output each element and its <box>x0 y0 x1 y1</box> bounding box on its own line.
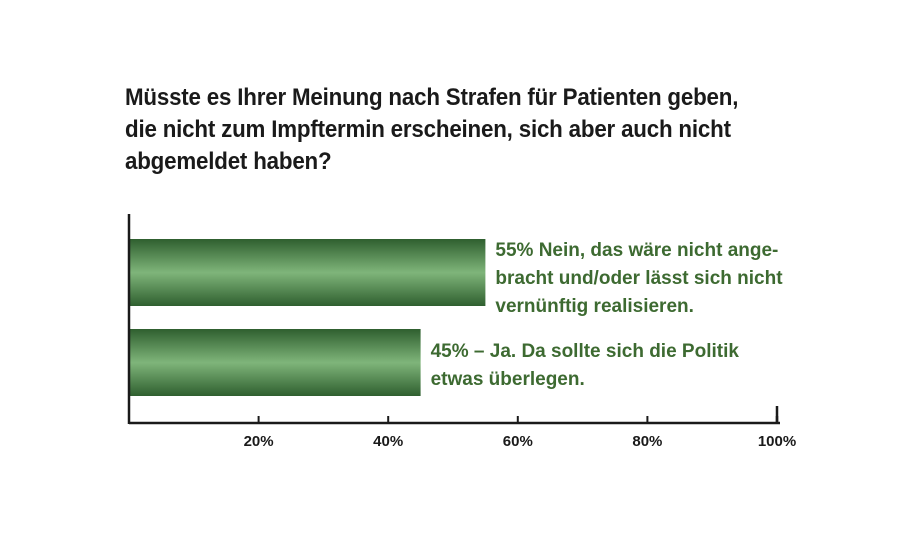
x-tick-label-80: 80% <box>632 433 662 450</box>
bars-group <box>129 239 486 396</box>
x-tick-label-40: 40% <box>373 433 403 450</box>
bar-2-label-line-2: etwas überlegen. <box>431 369 585 390</box>
bar-1-label-line-1: 55% Nein, das wäre nicht ange- <box>495 240 778 261</box>
x-tick-label-60: 60% <box>503 433 533 450</box>
x-tick-label-20: 20% <box>244 433 274 450</box>
x-tick-label-100: 100% <box>758 433 796 450</box>
bar-1 <box>129 239 486 306</box>
x-ticks-group: 20% 40% 60% 80% 100% <box>244 406 796 450</box>
bar-labels-group: 55% Nein, das wäre nicht ange-bracht und… <box>431 240 784 390</box>
bar-1-label-line-2: bracht und/oder lässt sich nicht <box>495 268 783 289</box>
bar-1-label-line-3: vernünftig realisieren. <box>495 296 694 317</box>
chart-title: Müsste es Ihrer Meinung nach Strafen für… <box>125 84 739 175</box>
bar-2 <box>129 329 421 396</box>
bar-2-label-line-1: 45% – Ja. Da sollte sich die Politik <box>431 341 740 362</box>
